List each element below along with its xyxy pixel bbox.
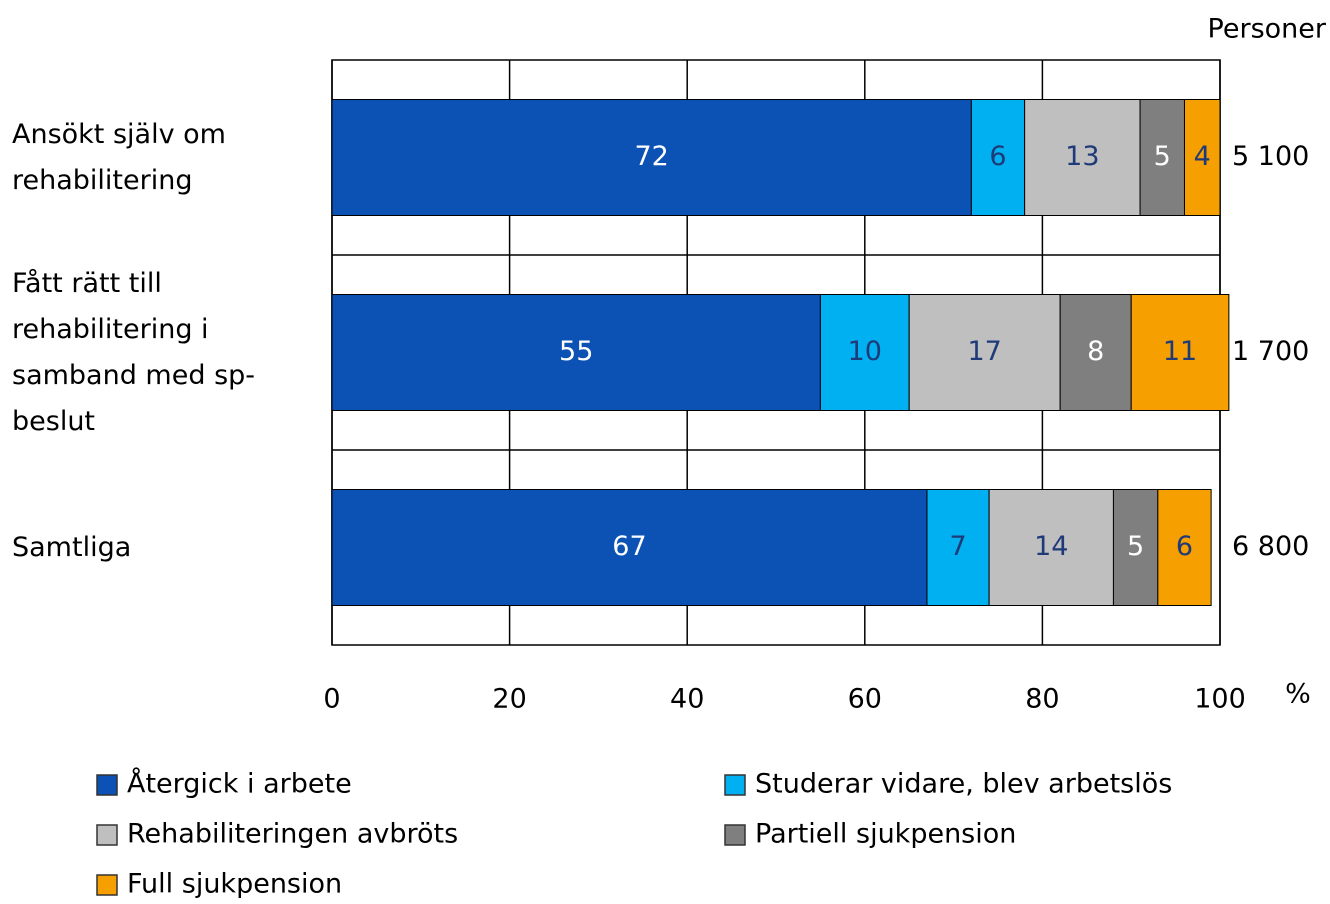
legend-label: Återgick i arbete	[127, 768, 352, 800]
legend-label: Studerar vidare, blev arbetslös	[755, 769, 1172, 800]
legend-swatch	[96, 824, 118, 846]
data-label: 17	[968, 336, 1002, 367]
bar-segment	[1130, 294, 1230, 411]
bar-segment	[926, 489, 990, 606]
category-label: Samtliga	[12, 531, 132, 563]
data-label: 10	[848, 336, 882, 367]
bar-segment	[988, 489, 1114, 606]
data-label: 4	[1194, 141, 1211, 172]
bar-segment	[1112, 489, 1159, 606]
data-label: 67	[612, 531, 646, 562]
x-tick-label: 60	[848, 684, 882, 715]
subtitle: Personer	[1208, 14, 1327, 45]
x-tick-label: 80	[1025, 684, 1059, 715]
x-axis-label: %	[1285, 679, 1311, 710]
x-tick-label: 40	[670, 684, 704, 715]
category-label: Ansökt själv om rehabilitering	[12, 118, 226, 196]
bar-segment	[1183, 99, 1221, 216]
category-label: Fått rätt till rehabilitering i samband …	[12, 267, 256, 437]
bar-segment	[331, 489, 928, 606]
legend-label: Rehabiliteringen avbröts	[127, 819, 458, 850]
data-label: 5	[1127, 531, 1144, 562]
data-label: 8	[1087, 336, 1104, 367]
total-label: 6 800	[1232, 531, 1309, 562]
bar-segment	[331, 294, 821, 411]
data-label: 6	[989, 141, 1006, 172]
total-label: 1 700	[1232, 336, 1309, 367]
total-label: 5 100	[1232, 141, 1309, 172]
bar-segment	[819, 294, 910, 411]
data-label: 7	[949, 531, 966, 562]
data-label: 13	[1065, 141, 1099, 172]
data-label: 5	[1154, 141, 1171, 172]
legend-swatch	[724, 774, 746, 796]
x-tick-label: 20	[492, 684, 526, 715]
x-tick-label: 100	[1194, 684, 1246, 715]
legend-swatch	[724, 824, 746, 846]
bar-segment	[1059, 294, 1132, 411]
bar-segment	[1024, 99, 1141, 216]
data-label: 55	[559, 336, 593, 367]
legend-label: Partiell sjukpension	[755, 819, 1016, 850]
bar-segment	[908, 294, 1061, 411]
x-tick-label: 0	[323, 684, 340, 715]
legend-swatch	[96, 874, 118, 896]
bar-segment	[970, 99, 1026, 216]
legend-swatch	[96, 774, 118, 796]
data-label: 6	[1176, 531, 1193, 562]
legend-label: Full sjukpension	[127, 869, 342, 900]
data-label: 72	[635, 141, 669, 172]
data-label: 14	[1034, 531, 1068, 562]
bar-segment	[1157, 489, 1212, 606]
data-label: 11	[1163, 336, 1197, 367]
bar-segment	[331, 99, 972, 216]
